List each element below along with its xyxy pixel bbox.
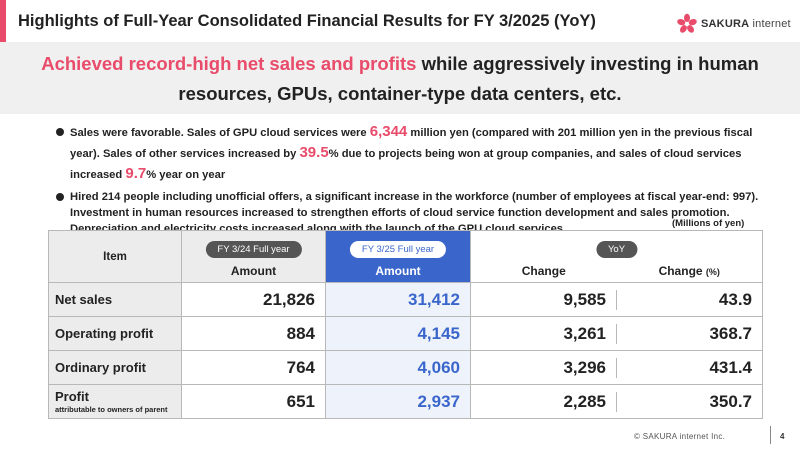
other-services-growth: 39.5 bbox=[299, 144, 329, 161]
yoy-change-pct: 350.7 bbox=[709, 391, 752, 411]
fy25-amount: 31,412 bbox=[325, 282, 471, 317]
table-row: Profit attributable to owners of parent 65… bbox=[48, 384, 763, 419]
fy25-amount: 4,060 bbox=[325, 350, 471, 385]
header-item: Item bbox=[48, 230, 182, 283]
bullet-sales: Sales were favorable. Sales of GPU cloud… bbox=[56, 122, 776, 185]
fy24-amount: 651 bbox=[181, 384, 326, 419]
row-label: Net sales bbox=[48, 282, 182, 317]
gpu-sales-value: 6,344 bbox=[369, 123, 408, 140]
change-label: Change bbox=[521, 264, 566, 278]
fy24-amount-label: Amount bbox=[230, 264, 277, 278]
footer-copyright: © SAKURA internet Inc. bbox=[634, 432, 726, 441]
yoy-change-pct: 43.9 bbox=[718, 289, 752, 309]
headline-rest: while aggressively investing in human re… bbox=[178, 53, 759, 104]
footer-divider bbox=[770, 426, 771, 444]
unit-note: (Millions of yen) bbox=[672, 218, 745, 229]
fy25-tag: FY 3/25 Full year bbox=[349, 241, 447, 258]
row-label: Profit attributable to owners of parent bbox=[48, 384, 182, 419]
slide-title: Highlights of Full-Year Consolidated Fin… bbox=[18, 12, 596, 30]
yoy-change-pct: 431.4 bbox=[709, 357, 752, 377]
row-sublabel: attributable to owners of parent bbox=[55, 405, 168, 414]
header-yoy: YoY Change Change (%) bbox=[470, 230, 763, 283]
table-row: Operating profit 884 4,145 3,261 368.7 bbox=[48, 316, 763, 351]
yoy-change: 9,585 bbox=[471, 289, 617, 310]
sakura-flower-icon bbox=[677, 13, 697, 33]
table-header-row: Item FY 3/24 Full year Amount FY 3/25 Fu… bbox=[48, 230, 763, 283]
fy25-amount: 2,937 bbox=[325, 384, 471, 419]
logo-wordmark: SAKURA internet bbox=[701, 18, 791, 30]
row-label: Ordinary profit bbox=[48, 350, 182, 385]
company-logo: SAKURA internet bbox=[676, 13, 791, 35]
fy25-amount-label: Amount bbox=[375, 264, 421, 278]
fy24-amount: 884 bbox=[181, 316, 326, 351]
yoy-change: 3,296 bbox=[471, 357, 617, 378]
page-number: 4 bbox=[780, 432, 785, 441]
header-fy24: FY 3/24 Full year Amount bbox=[181, 230, 326, 283]
yoy-change: 2,285 bbox=[471, 391, 617, 412]
yoy-tag: YoY bbox=[595, 241, 638, 258]
headline-highlight: Achieved record-high net sales and profi… bbox=[41, 53, 417, 74]
title-accent-bar bbox=[0, 0, 6, 42]
yoy-change: 3,261 bbox=[471, 323, 617, 344]
headline-banner: Achieved record-high net sales and profi… bbox=[0, 42, 800, 114]
yoy-change-pct: 368.7 bbox=[709, 323, 752, 343]
change-pct-label: Change (%) bbox=[658, 264, 720, 278]
table-row: Ordinary profit 764 4,060 3,296 431.4 bbox=[48, 350, 763, 385]
fy25-amount: 4,145 bbox=[325, 316, 471, 351]
fy24-amount: 21,826 bbox=[181, 282, 326, 317]
summary-bullets: Sales were favorable. Sales of GPU cloud… bbox=[56, 122, 776, 237]
cloud-services-growth: 9.7 bbox=[125, 165, 147, 182]
row-label: Operating profit bbox=[48, 316, 182, 351]
table-row: Net sales 21,826 31,412 9,585 43.9 bbox=[48, 282, 763, 317]
financial-results-table: Item FY 3/24 Full year Amount FY 3/25 Fu… bbox=[48, 230, 763, 419]
header-fy25: FY 3/25 Full year Amount bbox=[325, 230, 471, 283]
fy24-tag: FY 3/24 Full year bbox=[205, 241, 302, 258]
fy24-amount: 764 bbox=[181, 350, 326, 385]
